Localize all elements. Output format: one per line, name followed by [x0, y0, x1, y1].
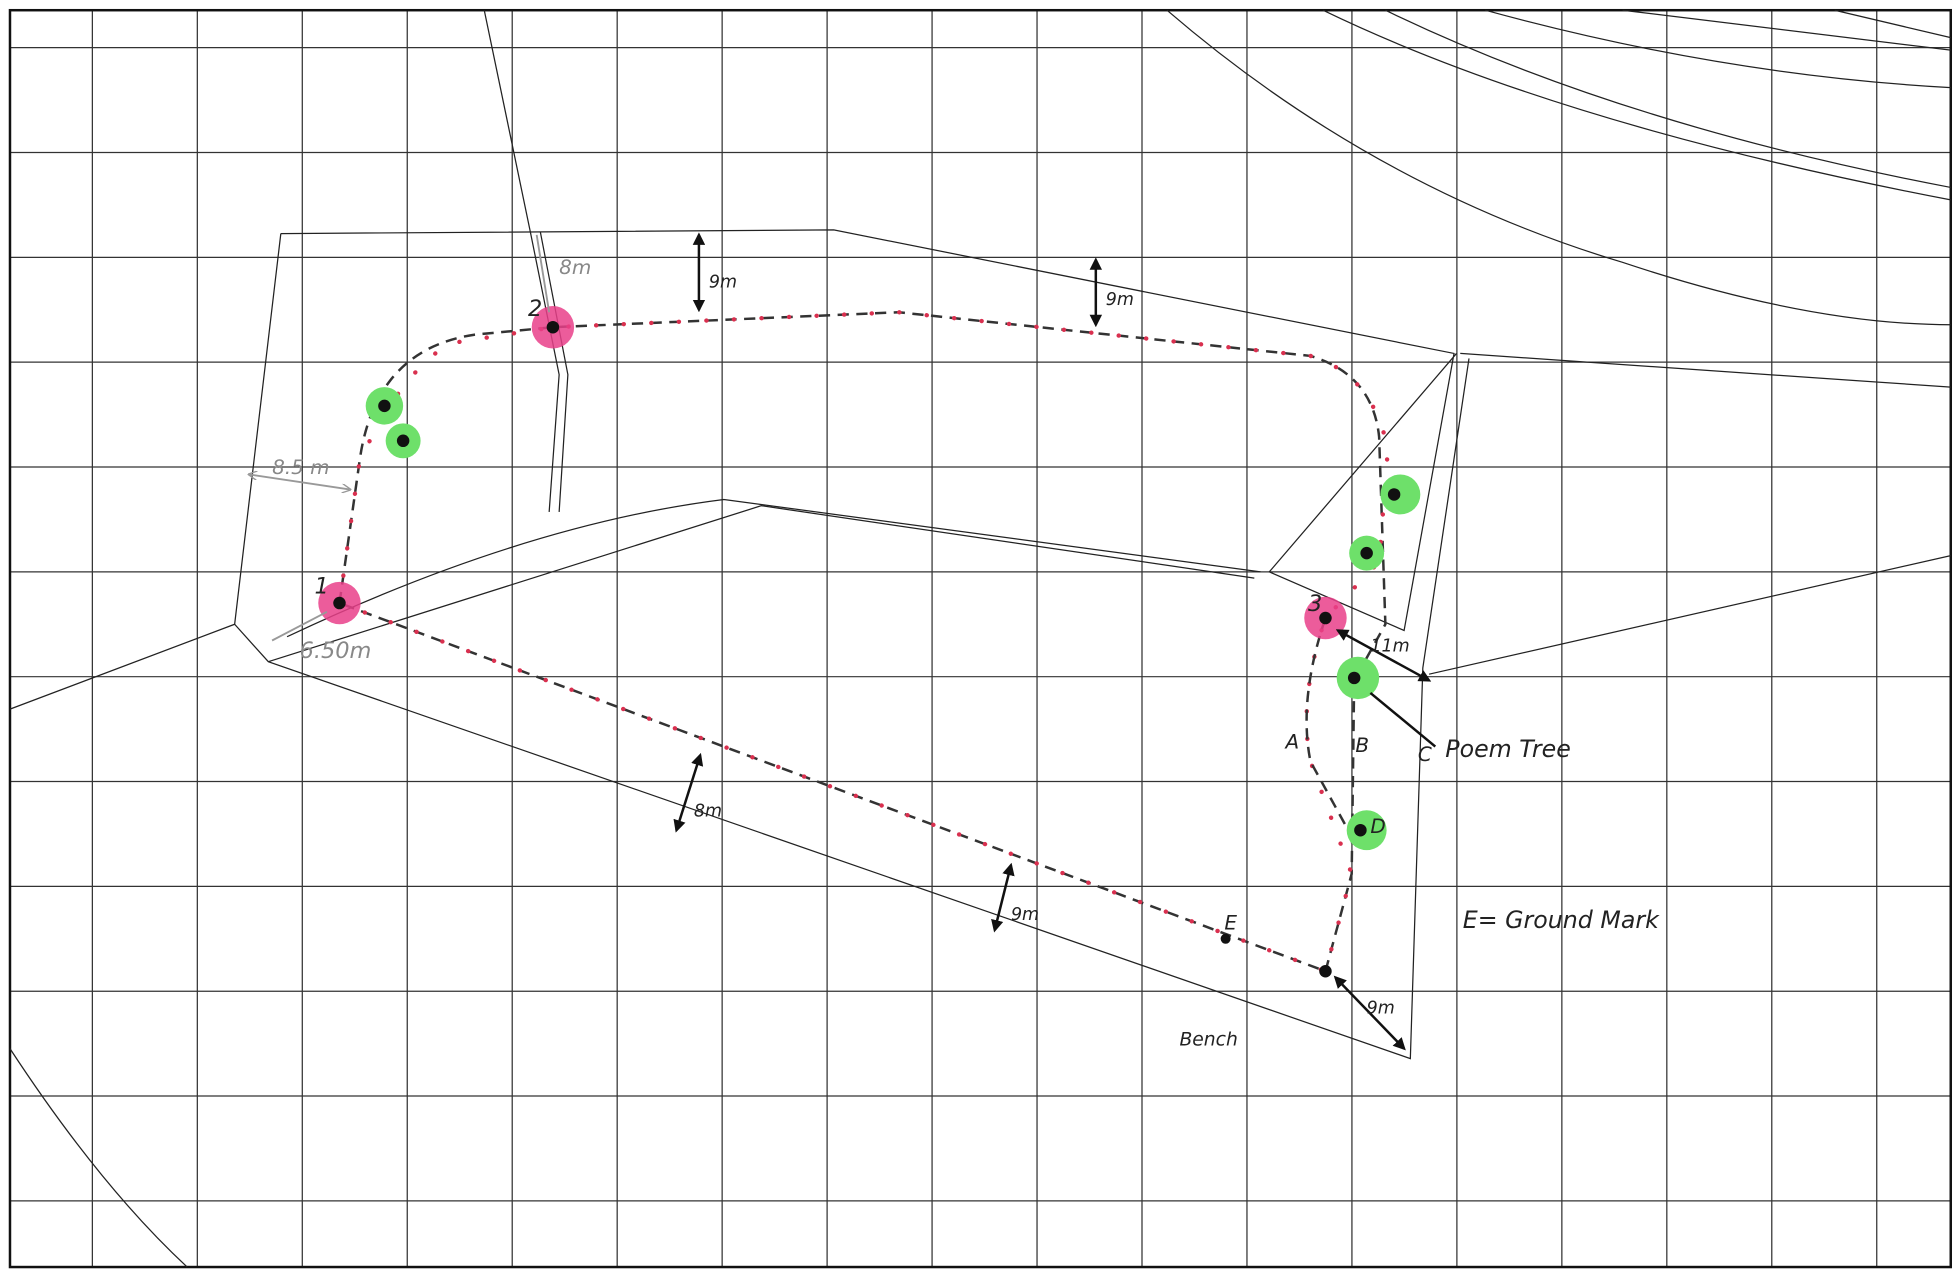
measure-label: 8.5 m — [272, 455, 330, 479]
route — [339, 312, 1387, 971]
measure-label: 9m — [1367, 999, 1395, 1019]
measure-label: 8m — [559, 255, 591, 279]
point-label: A — [1284, 729, 1300, 753]
point-label: B — [1355, 733, 1369, 757]
bench-label: Bench — [1179, 1029, 1237, 1050]
legend-text: E= Ground Mark — [1463, 906, 1660, 934]
measure-label: 9m — [1011, 905, 1039, 925]
poem-tree-label: Poem Tree — [1445, 735, 1571, 763]
station-label: 1 — [315, 573, 329, 599]
point-label: E — [1224, 910, 1237, 934]
measure-arrows — [250, 235, 1436, 1049]
station-label: 2 — [528, 296, 542, 322]
map: 1 2 3 A B C D E 8m 9m 9m 8.5 m 6.50m 8m … — [0, 0, 1957, 1271]
measure-label: 9m — [1106, 290, 1134, 310]
station-label: 3 — [1308, 591, 1322, 617]
measure-label: 6.50m — [300, 638, 372, 664]
labels: 1 2 3 A B C D E 8m 9m 9m 8.5 m 6.50m 8m … — [272, 255, 1660, 1050]
point-label: C — [1418, 742, 1432, 766]
measure-label: 9m — [709, 272, 737, 292]
measure-label: 8m — [694, 801, 722, 821]
point-label: D — [1370, 814, 1385, 838]
stations — [318, 306, 1346, 639]
page: 1 2 3 A B C D E 8m 9m 9m 8.5 m 6.50m 8m … — [0, 0, 1957, 1271]
measure-label: 11m — [1370, 637, 1409, 657]
trees — [366, 387, 1421, 977]
